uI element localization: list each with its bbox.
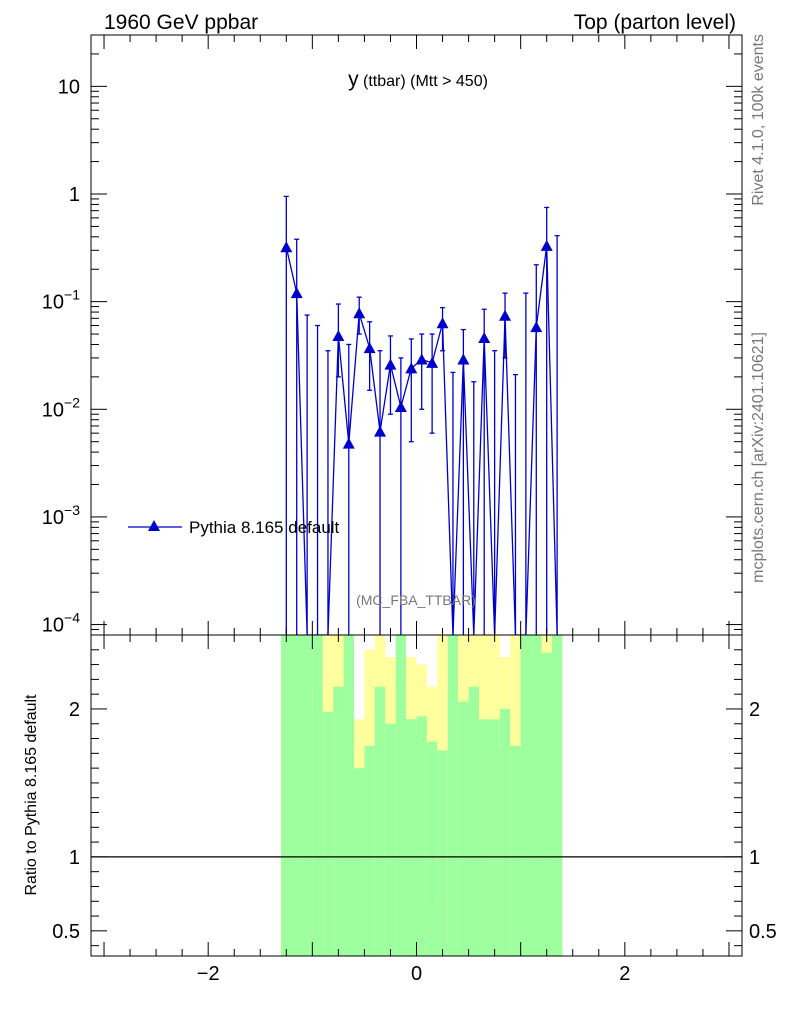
ratio-y-tick-label-right: 1 bbox=[749, 847, 760, 869]
ratio-band-green bbox=[437, 750, 448, 956]
plot-title-sub: (ttbar) (Mtt > 450) bbox=[359, 73, 488, 90]
data-point bbox=[332, 329, 345, 341]
data-point bbox=[478, 331, 491, 343]
y-tick-exp: −2 bbox=[64, 394, 80, 410]
x-tick-label: 2 bbox=[619, 963, 630, 985]
y-tick-base: 10 bbox=[42, 399, 64, 421]
ratio-band-green bbox=[291, 635, 302, 956]
ratio-band-green bbox=[499, 708, 511, 956]
data-point bbox=[426, 356, 439, 368]
ratio-band-green bbox=[385, 723, 396, 956]
y-tick-base: 10 bbox=[42, 507, 64, 529]
ratio-y-tick-label-right: 2 bbox=[749, 699, 760, 721]
ratio-ylabel: Ratio to Pythia 8.165 default bbox=[23, 694, 40, 896]
ratio-band-green bbox=[406, 719, 417, 956]
data-point bbox=[405, 362, 418, 374]
data-point bbox=[394, 401, 407, 413]
y-tick-label: 10−2 bbox=[42, 394, 80, 421]
data-point bbox=[415, 353, 428, 365]
ratio-y-tick-label: 2 bbox=[69, 699, 80, 721]
ratio-band-green bbox=[301, 635, 313, 956]
y-tick-label: 10 bbox=[58, 76, 80, 98]
x-tick-label: −2 bbox=[197, 963, 220, 985]
header-right: Top (parton level) bbox=[574, 11, 736, 34]
ratio-band-green bbox=[447, 635, 459, 956]
ratio-band-green bbox=[510, 745, 521, 956]
ratio-band-green bbox=[468, 686, 479, 956]
ratio-panel: 0.5 0.5 1 1 2 2 −2 0 2 bbox=[52, 634, 777, 985]
plot-title: y (ttbar) (Mtt > 450) bbox=[348, 68, 488, 91]
ratio-band-green bbox=[395, 635, 407, 956]
legend-marker bbox=[148, 520, 160, 531]
data-point bbox=[499, 309, 512, 321]
ratio-band-green bbox=[322, 711, 334, 956]
ratio-band-green bbox=[312, 635, 323, 956]
ratio-band-green bbox=[551, 635, 563, 956]
data-point bbox=[280, 241, 293, 253]
ratio-band-green bbox=[458, 701, 469, 956]
data-point bbox=[457, 353, 470, 365]
y-tick-exp: −1 bbox=[64, 287, 80, 303]
y-tick-label: 10−4 bbox=[42, 610, 80, 637]
ratio-y-tick-label-right: 0.5 bbox=[749, 921, 777, 943]
ratio-band-green bbox=[531, 635, 542, 956]
x-tick-label: 0 bbox=[411, 963, 422, 985]
ratio-band-green bbox=[354, 768, 365, 956]
ratio-band-green bbox=[281, 635, 292, 956]
y-tick-label: 1 bbox=[69, 184, 80, 206]
ratio-band-green bbox=[520, 635, 532, 956]
data-point bbox=[540, 239, 553, 251]
ratio-y-tick-label: 1 bbox=[69, 847, 80, 869]
ratio-band-green bbox=[478, 719, 490, 956]
watermark: (MC_FBA_TTBAR) bbox=[356, 592, 476, 608]
ratio-band-green bbox=[364, 745, 375, 956]
data-point bbox=[530, 321, 543, 333]
data-point bbox=[353, 307, 366, 319]
ratio-band-green bbox=[333, 686, 344, 956]
ratio-y-tick-label: 0.5 bbox=[52, 921, 80, 943]
y-tick-exp: −3 bbox=[64, 502, 80, 518]
y-tick-label: 10−1 bbox=[42, 287, 80, 314]
legend-label: Pythia 8.165 default bbox=[189, 518, 340, 537]
ratio-band-green bbox=[416, 716, 427, 956]
main-frame bbox=[90, 34, 743, 636]
header-left: 1960 GeV ppbar bbox=[104, 11, 258, 34]
y-tick-base: 10 bbox=[42, 292, 64, 314]
series-line bbox=[285, 245, 558, 636]
data-point bbox=[384, 358, 397, 370]
plot-title-main: y bbox=[348, 68, 359, 91]
legend: Pythia 8.165 default bbox=[128, 518, 340, 537]
ratio-band-green bbox=[426, 741, 438, 956]
y-tick-base: 10 bbox=[42, 615, 64, 637]
data-point bbox=[290, 287, 303, 299]
y-tick-exp: −4 bbox=[64, 610, 80, 626]
data-point bbox=[436, 317, 449, 329]
ratio-band-green bbox=[343, 635, 355, 956]
ratio-band-green bbox=[541, 652, 552, 956]
mcplots-label: mcplots.cern.ch [arXiv:2401.10621] bbox=[750, 332, 767, 583]
data-point bbox=[374, 425, 387, 437]
ratio-band-green bbox=[489, 719, 500, 956]
ratio-band-green bbox=[374, 686, 386, 956]
rivet-label: Rivet 4.1.0, 100k events bbox=[750, 34, 767, 206]
data-point bbox=[342, 437, 355, 449]
y-tick-label: 10−3 bbox=[42, 502, 80, 529]
data-point bbox=[363, 342, 376, 354]
